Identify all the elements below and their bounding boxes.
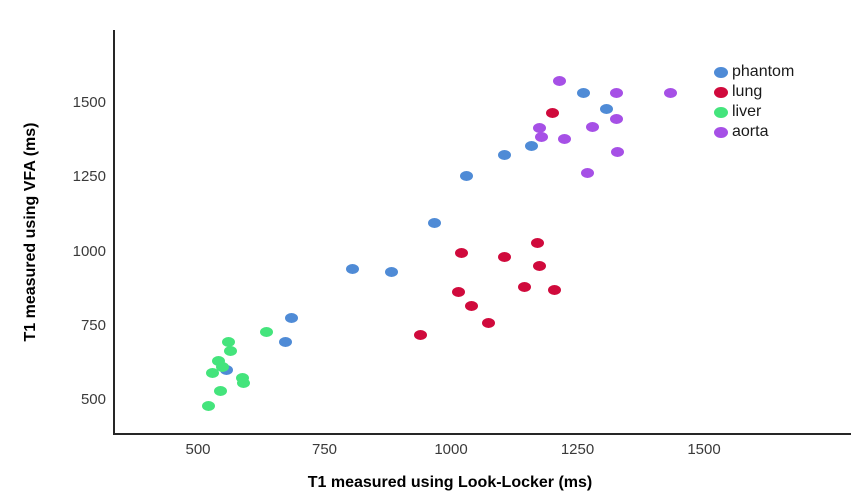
x-tick-label: 500 — [185, 441, 211, 458]
data-point-lung — [497, 252, 511, 263]
legend-dot-icon — [714, 86, 728, 98]
data-point-phantom — [428, 218, 442, 229]
data-point-aorta — [553, 75, 567, 86]
data-point-aorta — [610, 87, 624, 98]
x-tick-label: 1000 — [434, 441, 468, 458]
legend-label: liver — [732, 103, 762, 120]
x-tick-label: 1500 — [687, 441, 721, 458]
data-point-liver — [235, 372, 249, 383]
y-axis-line — [113, 30, 115, 435]
data-point-phantom — [284, 313, 298, 324]
data-point-liver — [224, 345, 238, 356]
legend-label: phantom — [732, 63, 795, 80]
legend-dot-icon — [714, 66, 728, 78]
data-point-phantom — [385, 267, 399, 278]
x-axis-line — [113, 433, 851, 435]
data-point-liver — [214, 386, 228, 397]
y-tick-label: 1500 — [72, 94, 106, 111]
y-tick-label: 1250 — [72, 168, 106, 186]
data-point-phantom — [346, 264, 360, 275]
data-point-liver — [221, 337, 235, 348]
data-point-lung — [414, 329, 428, 340]
legend-item-lung: lung — [714, 82, 794, 102]
legend-item-phantom: phantom — [714, 62, 794, 82]
data-point-liver — [237, 378, 251, 389]
x-axis-title: T1 measured using Look-Locker (ms) — [307, 474, 593, 491]
data-point-liver — [215, 362, 229, 373]
data-point-liver — [211, 356, 225, 367]
data-point-aorta — [534, 132, 548, 143]
y-tick-label: 750 — [80, 316, 106, 334]
data-point-liver — [205, 368, 219, 379]
data-point-lung — [482, 317, 496, 328]
data-point-aorta — [558, 133, 572, 144]
data-point-phantom — [459, 170, 473, 181]
y-tick-label: 500 — [80, 391, 106, 408]
data-point-aorta — [663, 87, 677, 98]
data-point-lung — [545, 108, 559, 119]
data-point-phantom — [600, 103, 614, 114]
legend-item-liver: liver — [714, 102, 794, 122]
data-point-lung — [533, 261, 547, 272]
data-point-liver — [260, 326, 274, 337]
data-point-phantom — [576, 87, 590, 98]
data-point-aorta — [611, 147, 625, 157]
legend: phantom lung liver aorta — [714, 62, 794, 142]
legend-item-aorta: aorta — [714, 122, 794, 142]
y-axis-title: T1 measured using VFA (ms) — [22, 122, 39, 342]
data-point-aorta — [533, 123, 547, 134]
data-point-aorta — [586, 121, 600, 132]
legend-label: lung — [732, 83, 763, 100]
data-point-phantom — [497, 149, 511, 160]
data-point-lung — [464, 301, 478, 312]
data-point-lung — [452, 286, 466, 297]
data-point-aorta — [581, 167, 595, 178]
legend-label: aorta — [732, 123, 769, 140]
legend-dot-icon — [714, 106, 728, 118]
data-point-lung — [548, 285, 562, 296]
x-tick-label: 750 — [311, 441, 338, 458]
data-point-phantom — [525, 141, 539, 152]
data-point-lung — [517, 282, 531, 293]
data-point-lung — [454, 247, 468, 258]
data-point-phantom — [278, 337, 292, 348]
legend-dot-icon — [714, 126, 728, 138]
data-point-aorta — [610, 114, 624, 125]
x-tick-label: 1250 — [560, 441, 595, 458]
data-point-liver — [201, 400, 215, 411]
data-point-lung — [530, 237, 544, 248]
y-tick-label: 1000 — [72, 242, 106, 260]
